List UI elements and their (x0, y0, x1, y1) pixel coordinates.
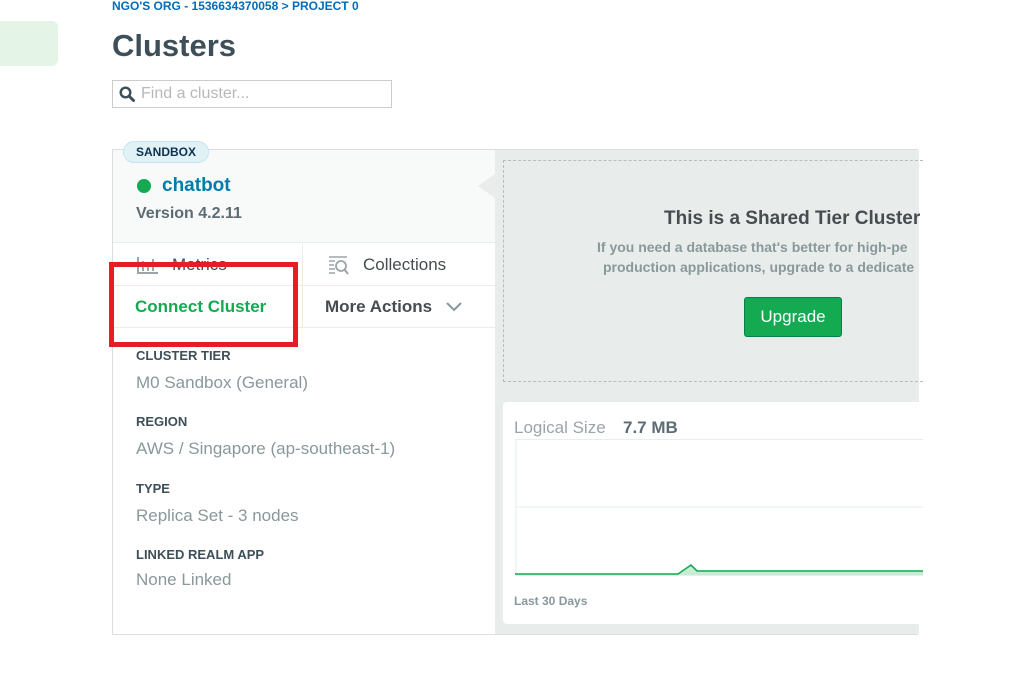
cluster-header: chatbot Version 4.2.11 (113, 150, 495, 243)
page-title: Clusters (112, 28, 237, 63)
detail-label: REGION (136, 414, 188, 429)
logical-size-card: Logical Size 7.7 MB Last 30 Days (503, 402, 923, 624)
status-dot (137, 179, 151, 193)
tier-badge: SANDBOX (123, 141, 210, 163)
pointer-arrow (478, 174, 495, 198)
collections-button[interactable]: Collections (303, 244, 495, 286)
upgrade-button[interactable]: Upgrade (744, 297, 842, 337)
search-icon (119, 86, 135, 102)
detail-label: LINKED REALM APP (136, 547, 265, 562)
breadcrumb[interactable]: NGO'S ORG - 1536634370058 > PROJECT 0 (112, 0, 359, 13)
detail-label: TYPE (136, 481, 170, 496)
cluster-name-link[interactable]: chatbot (162, 175, 231, 196)
connect-cluster-button[interactable]: Connect Cluster (113, 286, 303, 328)
chevron-down-icon (446, 301, 462, 311)
detail-value: M0 Sandbox (General) (136, 373, 308, 392)
more-actions-button[interactable]: More Actions (303, 286, 495, 328)
collections-icon (329, 255, 349, 275)
logical-size-sparkline (515, 439, 923, 576)
cluster-info-panel: chatbot Version 4.2.11 SANDBOX Metrics C… (113, 141, 495, 634)
detail-label: CLUSTER TIER (136, 348, 231, 363)
cluster-version: Version 4.2.11 (136, 205, 242, 222)
shared-tier-description: If you need a database that's better for… (597, 237, 1032, 277)
detail-value: None Linked (136, 570, 232, 589)
shared-tier-title: This is a Shared Tier Cluster (664, 208, 921, 229)
highlight-box (109, 262, 298, 347)
description-line: production applications, upgrade to a de… (603, 259, 915, 275)
more-actions-label: More Actions (325, 296, 433, 316)
description-line: If you need a database that's better for… (597, 239, 908, 255)
sparkline-line (515, 563, 923, 575)
sparkline-area (515, 565, 923, 575)
search-input[interactable] (141, 85, 381, 103)
shared-tier-notice: This is a Shared Tier Cluster If you nee… (503, 160, 923, 382)
collections-label: Collections (363, 254, 447, 274)
search-box[interactable] (112, 80, 392, 108)
cluster-side-panel: This is a Shared Tier Cluster If you nee… (478, 150, 923, 634)
cluster-card: chatbot Version 4.2.11 SANDBOX Metrics C… (112, 141, 923, 635)
logical-size-label: Logical Size (514, 418, 606, 437)
detail-value: Replica Set - 3 nodes (136, 506, 299, 525)
logical-size-value: 7.7 MB (623, 418, 678, 437)
period-label: Last 30 Days (514, 594, 588, 608)
detail-value: AWS / Singapore (ap-southeast-1) (136, 439, 396, 458)
sidebar-tab[interactable] (0, 21, 58, 66)
